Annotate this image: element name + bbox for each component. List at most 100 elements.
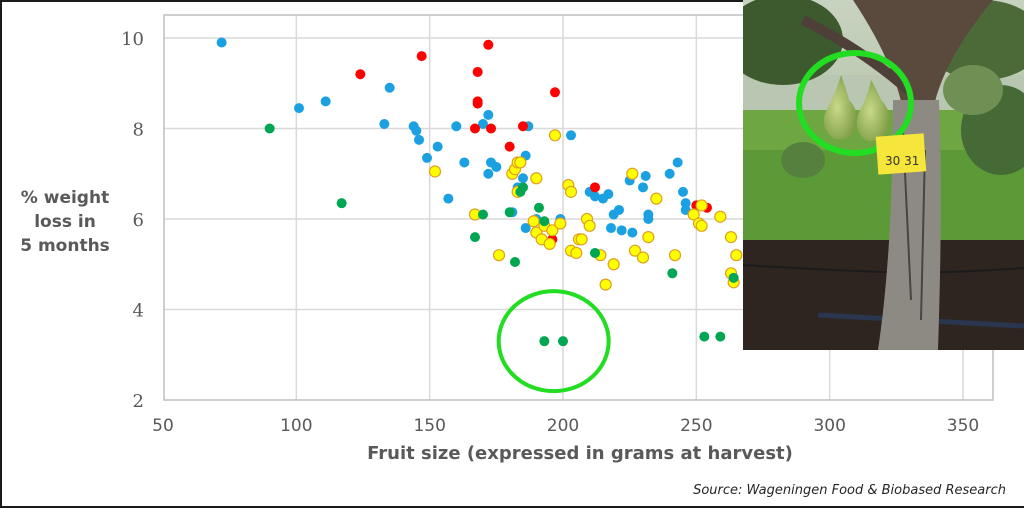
data-point-blue: [451, 121, 462, 132]
data-point-yellow: [668, 249, 682, 262]
data-point-yellow: [695, 199, 708, 212]
data-point-yellow: [530, 172, 543, 185]
data-point-blue: [379, 118, 390, 129]
data-point-green: [504, 207, 515, 218]
data-point-yellow: [514, 156, 527, 169]
data-point-red: [550, 87, 560, 98]
data-point-red: [504, 141, 515, 152]
svg-text:250: 250: [680, 416, 712, 436]
data-point-green: [534, 202, 544, 213]
data-point-green: [478, 209, 488, 220]
svg-text:150: 150: [413, 416, 445, 436]
data-point-blue: [411, 125, 422, 136]
data-point-yellow: [714, 210, 727, 223]
svg-text:200: 200: [547, 416, 579, 436]
data-point-green: [336, 198, 347, 209]
x-axis-title: Fruit size (expressed in grams at harves…: [367, 443, 793, 464]
data-point-yellow: [642, 231, 655, 244]
data-point-red: [470, 123, 480, 134]
data-point-green: [590, 247, 600, 258]
data-point-yellow: [564, 185, 578, 198]
pear-tree-photo: 30 31: [743, 0, 1024, 350]
data-point-green: [518, 182, 528, 193]
data-point-blue: [590, 191, 600, 202]
data-point-yellow: [599, 278, 612, 291]
y-axis-title: % weight loss in 5 months: [6, 186, 124, 258]
data-point-yellow: [730, 249, 743, 262]
data-point-yellow: [527, 215, 540, 228]
data-point-green: [728, 272, 739, 283]
svg-text:6: 6: [133, 210, 144, 231]
data-point-blue: [643, 209, 654, 220]
svg-text:100: 100: [280, 416, 312, 436]
data-point-red: [518, 121, 528, 132]
data-point-yellow: [543, 237, 556, 250]
data-point-green: [264, 123, 275, 134]
data-point-red: [416, 51, 427, 62]
data-point-red: [590, 182, 600, 193]
y-title-line-3: 5 months: [20, 236, 110, 256]
svg-text:10: 10: [121, 29, 144, 50]
data-point-blue: [443, 193, 454, 204]
data-point-green: [470, 232, 480, 243]
data-point-blue: [606, 223, 616, 234]
svg-text:2: 2: [133, 391, 144, 412]
data-point-blue: [603, 189, 614, 200]
data-point-green: [699, 331, 710, 342]
data-point-blue: [672, 157, 683, 168]
data-point-yellow: [636, 251, 650, 264]
data-point-yellow: [695, 219, 708, 232]
svg-text:8: 8: [133, 120, 144, 141]
data-point-yellow: [687, 208, 700, 221]
svg-text:4: 4: [133, 301, 144, 322]
data-points: [216, 37, 743, 347]
data-point-yellow: [548, 129, 562, 142]
data-point-green: [539, 216, 550, 227]
data-point-blue: [627, 227, 638, 238]
data-point-blue: [422, 152, 432, 163]
data-point-blue: [483, 168, 494, 179]
data-point-blue: [638, 182, 648, 193]
data-point-red: [472, 96, 483, 107]
data-point-blue: [678, 186, 688, 197]
data-point-green: [667, 268, 678, 279]
data-point-yellow: [650, 192, 663, 205]
highlight-circle: [496, 289, 611, 394]
data-point-blue: [616, 225, 627, 236]
data-point-green: [715, 331, 726, 342]
data-point-green: [558, 336, 568, 347]
data-point-blue: [478, 118, 488, 129]
data-point-red: [483, 39, 494, 50]
data-point-yellow: [628, 244, 642, 257]
source-caption: Source: Wageningen Food & Biobased Resea…: [693, 483, 1006, 498]
data-point-blue: [414, 134, 424, 145]
y-title-line-2: loss in: [34, 212, 96, 232]
svg-text:50: 50: [152, 416, 174, 436]
data-point-yellow: [428, 165, 442, 178]
tag-label: 30 31: [885, 154, 919, 168]
data-point-green: [510, 256, 520, 267]
data-point-blue: [294, 103, 304, 114]
data-point-yellow: [626, 167, 639, 180]
data-point-blue: [491, 161, 502, 172]
data-point-blue: [640, 171, 651, 182]
data-point-blue: [216, 37, 227, 48]
data-point-blue: [664, 168, 675, 179]
data-point-blue: [614, 204, 624, 215]
data-point-yellow: [575, 233, 588, 246]
data-point-yellow: [546, 224, 559, 237]
data-point-blue: [320, 96, 331, 107]
data-point-green: [539, 336, 550, 347]
data-point-blue: [518, 173, 528, 184]
data-point-yellow: [724, 231, 738, 244]
data-point-yellow: [607, 258, 620, 271]
data-point-blue: [432, 141, 443, 152]
data-point-yellow: [583, 219, 596, 232]
data-point-red: [486, 123, 496, 134]
data-point-yellow: [570, 246, 583, 260]
data-point-blue: [566, 130, 576, 141]
svg-text:300: 300: [813, 416, 845, 436]
y-title-line-1: % weight: [20, 188, 110, 208]
tick-labels: 50 100 150 200 250 300 350 2 4 6 8 10: [121, 29, 979, 436]
